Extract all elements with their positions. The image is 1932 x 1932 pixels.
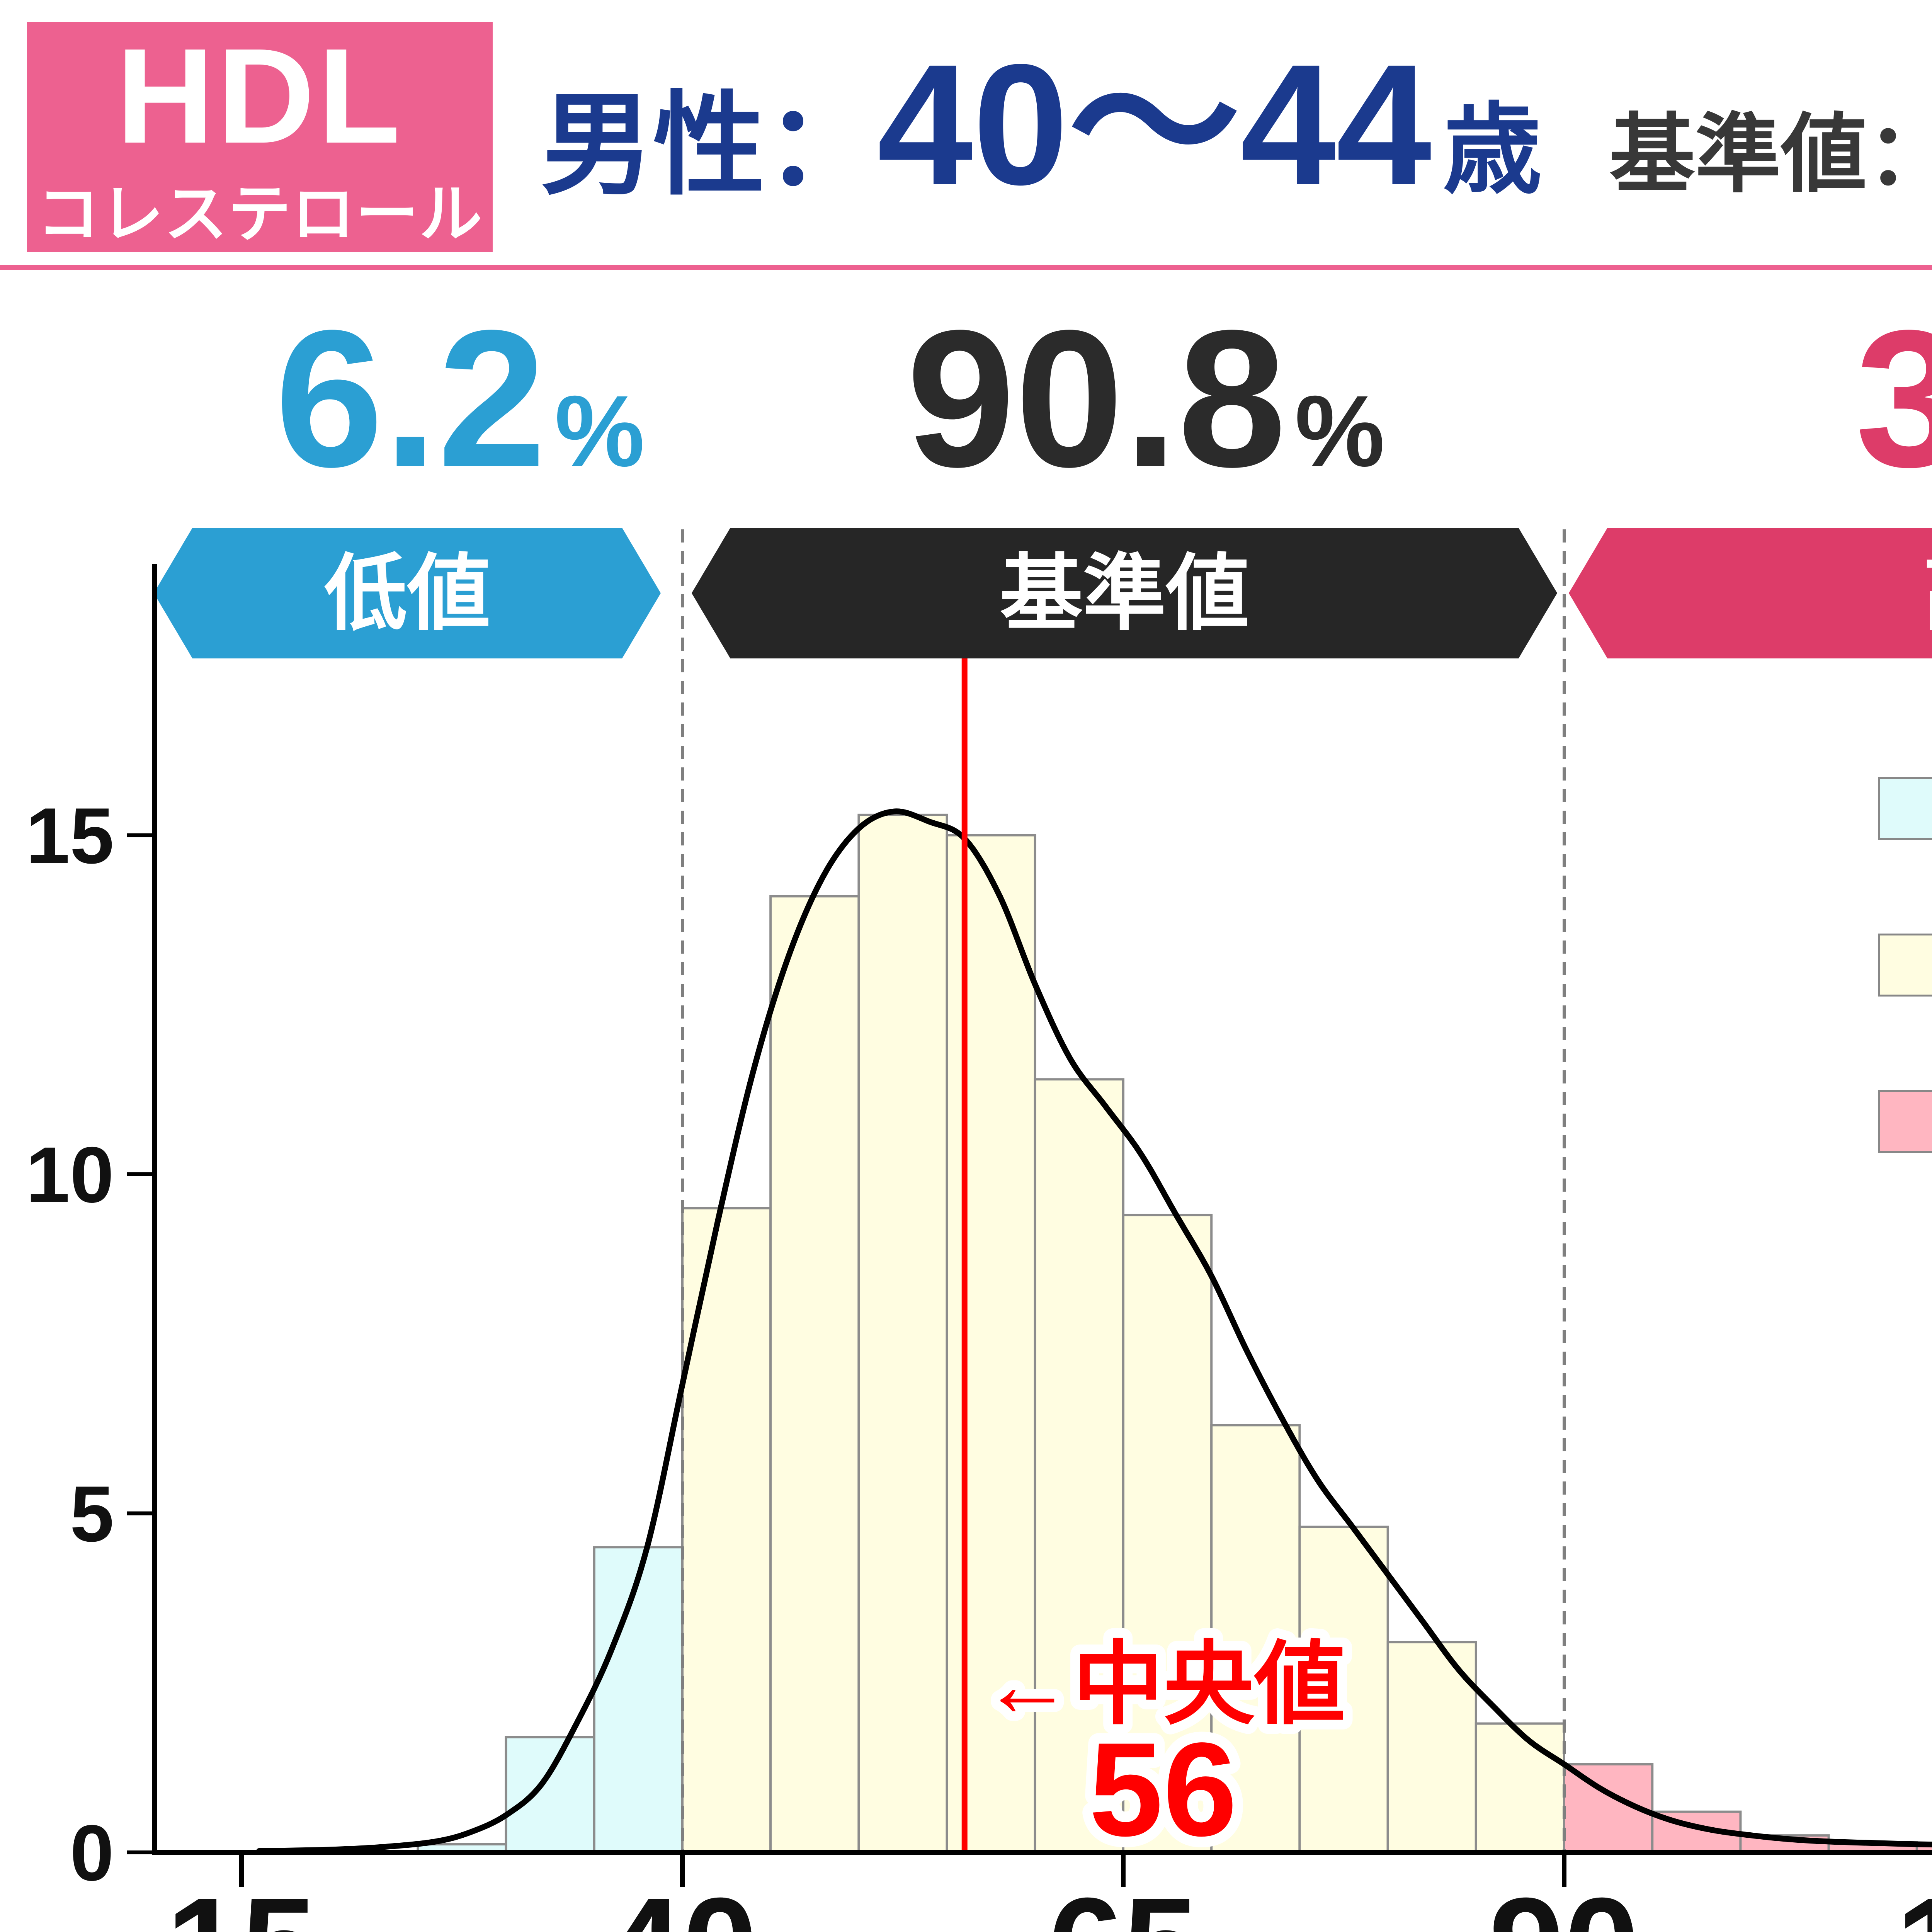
test-name-badge: HDL コレステロール: [27, 22, 493, 252]
zone-banner-normal: 基準値: [692, 528, 1557, 658]
histogram-bar: [1915, 1844, 1932, 1854]
zone-percent-value: 3.0: [1855, 290, 1932, 508]
zone-percent-high: 3.0 %: [1855, 301, 1932, 497]
legend-item-normal: 基準値: [1878, 923, 1932, 1007]
y-tick-label: 0: [70, 1809, 114, 1897]
y-tick-label: 10: [26, 1131, 114, 1219]
histogram-bar: [417, 1843, 507, 1854]
histogram-bar: [681, 1207, 772, 1854]
histogram-bar: [1475, 1722, 1566, 1854]
histogram-bar: [1739, 1834, 1830, 1854]
zone-banner-high: 高値: [1569, 528, 1932, 658]
zone-banner-label: 高値: [1923, 552, 1932, 635]
histogram-bar: [1210, 1424, 1301, 1854]
percent-sign: %: [1294, 374, 1385, 488]
title-row: 男性： 40～44 歳 基準値： 40～90 mg/dL: [541, 39, 1932, 211]
badge-title: HDL: [116, 20, 404, 172]
legend-item-low: 低値: [1878, 767, 1932, 850]
legend: 低値 基準値 高値: [1878, 767, 1932, 1163]
header-divider: [0, 265, 1932, 270]
zone-banner-low: 低値: [154, 528, 661, 658]
y-tick-label: 5: [70, 1470, 114, 1558]
x-tick-label: 15: [166, 1870, 316, 1932]
histogram-bar: [593, 1546, 684, 1854]
zone-banner-label: 基準値: [1000, 546, 1249, 640]
median-annotation-label: ←中央値: [982, 1633, 1345, 1735]
x-tick-label: 90: [1489, 1870, 1639, 1932]
legend-swatch-low: [1878, 777, 1932, 840]
histogram-bar: [769, 895, 860, 1854]
median-annotation-value: 56: [1089, 1715, 1237, 1864]
histogram-bar: [505, 1736, 595, 1854]
zone-banner-label: 低値: [324, 546, 490, 640]
zone-percent-normal: 90.8 %: [906, 301, 1385, 497]
histogram-bar: [1298, 1526, 1389, 1854]
histogram-bar: [1034, 1078, 1125, 1854]
histogram-bar: [1827, 1841, 1918, 1854]
subject-age-unit: 歳: [1443, 95, 1542, 205]
zone-percent-value: 6.2: [275, 290, 546, 508]
y-tick-label: 15: [26, 792, 114, 880]
histogram-bar: [1563, 1763, 1654, 1854]
subject-label: 男性：: [541, 83, 877, 208]
badge-subtitle: コレステロール: [36, 179, 483, 249]
histogram-bar: [857, 813, 948, 1854]
x-tick-label: 65: [1048, 1870, 1198, 1932]
reference-label: 基準値：: [1609, 107, 1932, 202]
zone-percent-value: 90.8: [906, 290, 1286, 508]
legend-item-high: 高値: [1878, 1080, 1932, 1163]
legend-swatch-high: [1878, 1090, 1932, 1153]
subject-age-range: 40～44: [877, 29, 1432, 221]
zone-percent-low: 6.2 %: [275, 301, 645, 497]
histogram-bar: [946, 834, 1036, 1854]
histogram-bar: [1122, 1214, 1213, 1854]
density-curve: [256, 808, 1932, 1854]
histogram-bar: [1651, 1810, 1742, 1854]
x-tick-label: 115: [1896, 1870, 1932, 1932]
legend-swatch-normal: [1878, 934, 1932, 997]
percent-sign: %: [554, 374, 645, 488]
histogram-bar: [1386, 1641, 1477, 1854]
x-tick-label: 40: [607, 1870, 757, 1932]
